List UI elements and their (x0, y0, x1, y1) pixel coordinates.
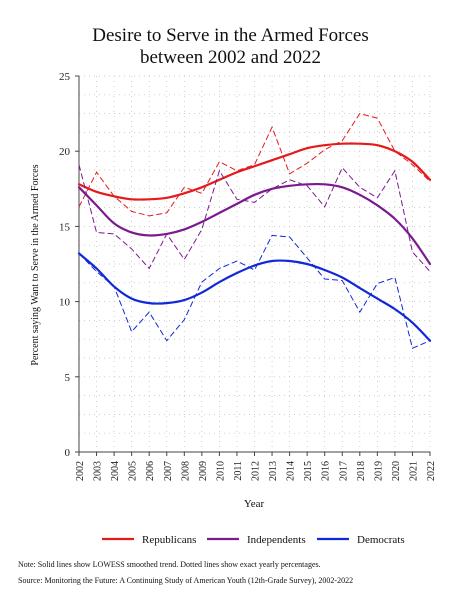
x-tick-label: 2018 (356, 461, 367, 481)
x-tick-label: 2008 (180, 461, 191, 481)
chart-note: Note: Solid lines show LOWESS smoothed t… (18, 560, 321, 569)
x-tick-label: 2012 (251, 461, 262, 481)
series-layer (77, 113, 432, 349)
x-tick-label: 2010 (215, 461, 226, 481)
x-tick-label: 2002 (75, 461, 86, 481)
legend: Republicans Independents Democrats (102, 534, 405, 546)
series-independents-yearly-line (78, 164, 431, 272)
x-tick-label: 2019 (373, 461, 384, 481)
x-axis-label: Year (244, 498, 265, 510)
legend-label-independents: Independents (247, 534, 306, 546)
x-tick-label: 2021 (408, 461, 419, 481)
y-tick-label: 20 (59, 146, 71, 158)
y-axis-label: Percent saying Want to Serve in the Arme… (30, 164, 41, 365)
y-axis-ticks: 0 5 10 15 20 25 (59, 71, 79, 459)
y-tick-label: 15 (59, 221, 71, 233)
chart-title-line-1: Desire to Serve in the Armed Forces (92, 25, 369, 46)
x-tick-label: 2004 (110, 461, 121, 481)
x-tick-label: 2022 (426, 461, 437, 481)
x-tick-label: 2013 (268, 461, 279, 481)
y-tick-label: 10 (59, 297, 71, 309)
series-republicans-smoothed-line (77, 142, 432, 201)
chart-title-line-2: between 2002 and 2022 (140, 47, 321, 68)
chart-source: Source: Monitoring the Future: A Continu… (18, 576, 354, 585)
x-tick-label: 2017 (338, 461, 349, 481)
x-axis-ticks: 2002 2003 2004 2005 2006 2007 2008 2009 2010 2011… (75, 452, 437, 481)
series-democrats-smoothed-line (77, 252, 432, 342)
series-independents-smoothed-line (77, 182, 432, 266)
x-tick-label: 2011 (233, 461, 244, 481)
y-tick-label: 25 (59, 71, 71, 83)
x-tick-label: 2003 (93, 461, 104, 481)
series-republicans-yearly-line (78, 113, 431, 217)
x-tick-label: 2020 (391, 461, 402, 481)
x-tick-label: 2016 (321, 461, 332, 481)
y-tick-label: 0 (65, 447, 71, 459)
x-tick-label: 2014 (286, 461, 297, 481)
legend-label-democrats: Democrats (357, 534, 405, 546)
series-democrats-yearly-line (78, 234, 431, 349)
y-tick-label: 5 (65, 372, 71, 384)
x-tick-label: 2007 (163, 461, 174, 481)
x-tick-label: 2009 (198, 461, 209, 481)
x-tick-label: 2005 (128, 461, 139, 481)
grid (78, 75, 431, 453)
legend-label-republicans: Republicans (142, 534, 196, 546)
x-tick-label: 2015 (303, 461, 314, 481)
x-tick-label: 2006 (145, 461, 156, 481)
